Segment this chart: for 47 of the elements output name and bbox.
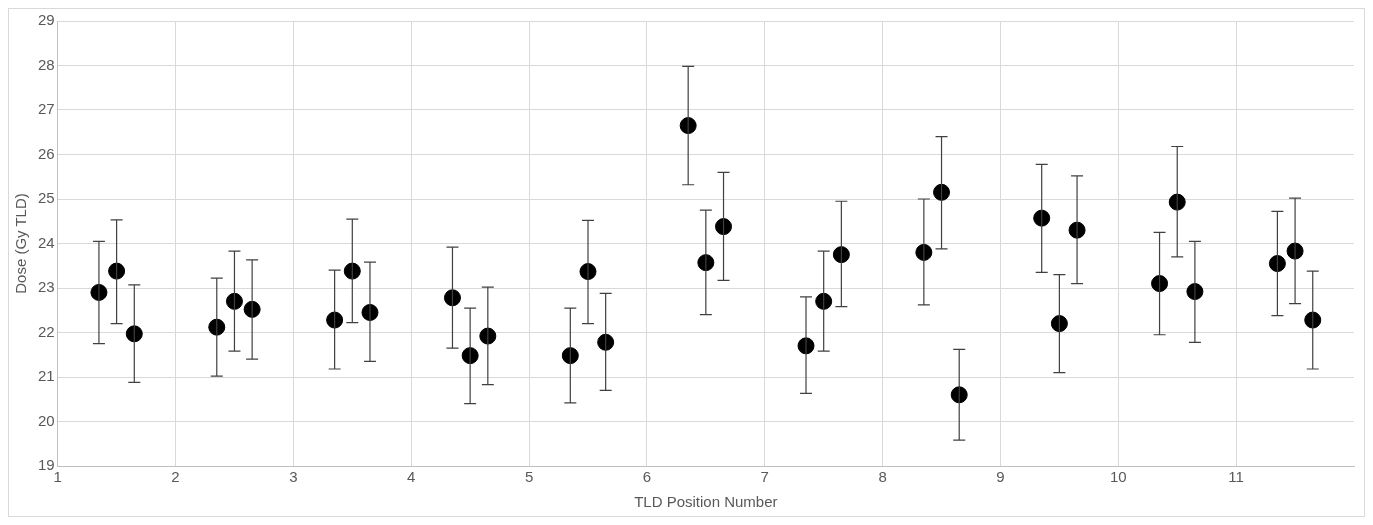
point [933,183,951,201]
y-tick-label: 29 [38,11,55,29]
point [479,327,497,345]
y-tick-label: 21 [38,367,55,385]
point [343,262,361,280]
point [1033,209,1051,227]
y-tick-label: 19 [38,456,55,474]
x-tick-label: 8 [878,468,887,486]
y-axis-title: Dose (Gy TLD) [12,193,30,294]
point [125,325,143,343]
point [326,311,344,329]
x-tick-label: 1 [53,468,62,486]
x-tick-label: 6 [642,468,652,486]
x-tick-label: 7 [760,468,769,486]
point [108,262,126,280]
point [950,386,968,404]
point [697,254,715,272]
y-tick-label: 27 [38,100,55,118]
x-tick-label: 4 [407,468,416,486]
y-tick-label: 24 [38,233,55,251]
point [225,292,243,310]
x-tick-label: 10 [1109,468,1127,486]
point [832,246,850,264]
x-tick-label: 11 [1228,468,1244,486]
x-axis-title: TLD Position Number [634,493,778,511]
point [1268,255,1286,273]
y-tick-label: 28 [38,55,55,73]
point [561,347,579,365]
x-tick-label: 2 [171,468,180,486]
x-tick-label: 3 [289,468,298,486]
x-tick-label: 5 [524,468,534,486]
point [1050,315,1068,333]
point [679,117,697,135]
point [597,333,615,351]
point [1304,311,1322,329]
y-tick-label: 22 [38,322,55,340]
point [1151,275,1169,293]
x-tick-label: 9 [996,468,1005,486]
point [443,289,461,307]
y-tick-label: 25 [38,189,55,207]
point [208,318,226,336]
point [815,292,833,310]
point [1168,193,1186,211]
y-tick-label: 26 [38,144,55,162]
y-tick-label: 20 [38,411,55,429]
point [715,218,733,236]
y-tick-label: 23 [38,278,55,296]
